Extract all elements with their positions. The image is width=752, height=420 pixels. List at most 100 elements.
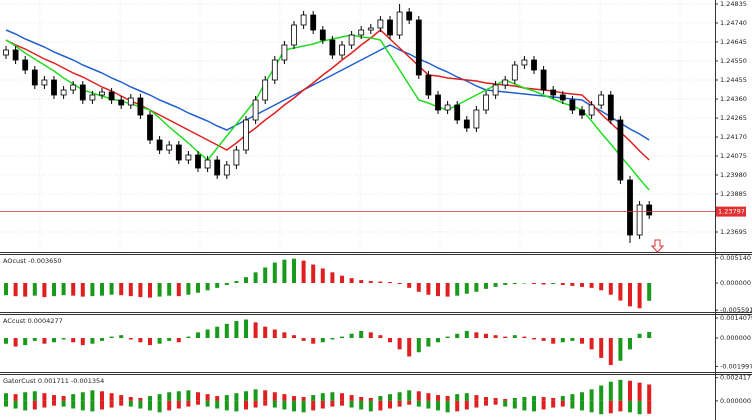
gator-bar bbox=[397, 392, 402, 401]
gator-bar bbox=[493, 400, 498, 405]
histogram-bar bbox=[71, 283, 76, 296]
y-tick-label: 1.23980 bbox=[720, 171, 747, 179]
histogram-bar bbox=[90, 283, 95, 297]
gator-bar bbox=[647, 384, 652, 401]
histogram-bar bbox=[224, 283, 229, 285]
histogram-bar bbox=[282, 259, 287, 284]
y-tick-label: 0.000000 bbox=[720, 334, 751, 342]
histogram-bar bbox=[637, 283, 642, 309]
candle-body bbox=[387, 19, 393, 36]
y-tick-label: 1.24740 bbox=[720, 19, 747, 27]
gator-bar bbox=[119, 395, 124, 401]
gator-bar bbox=[503, 398, 508, 401]
histogram-bar bbox=[263, 326, 268, 339]
candle-body bbox=[195, 154, 201, 169]
gator-bar bbox=[512, 400, 517, 409]
gator-bar bbox=[426, 393, 431, 401]
gator-bar bbox=[100, 391, 104, 401]
y-tick-label: 1.24170 bbox=[720, 133, 747, 141]
gator-bar bbox=[378, 400, 383, 411]
histogram-bar bbox=[512, 335, 517, 339]
candle-body bbox=[291, 24, 297, 46]
histogram-bar bbox=[426, 338, 431, 347]
gator-bar bbox=[378, 396, 383, 401]
candle-body bbox=[511, 64, 518, 81]
candle-body bbox=[492, 84, 499, 96]
gator-bar bbox=[292, 396, 296, 401]
gator-bar bbox=[484, 400, 488, 406]
histogram-bar bbox=[368, 332, 373, 339]
histogram-bar bbox=[138, 338, 143, 343]
gator-bar bbox=[503, 400, 508, 407]
histogram-bar bbox=[90, 338, 95, 344]
gator-bar bbox=[52, 395, 56, 401]
histogram-bar bbox=[224, 323, 229, 339]
histogram-bar bbox=[61, 338, 66, 340]
gator-bar bbox=[349, 400, 354, 408]
gator-bar bbox=[52, 400, 56, 406]
gator-bar bbox=[512, 397, 517, 401]
candle-body bbox=[252, 99, 259, 121]
gator-bar bbox=[186, 400, 191, 407]
histogram-bar bbox=[455, 333, 460, 339]
candle-body bbox=[204, 159, 211, 169]
y-tick-label: 1.24075 bbox=[720, 152, 747, 160]
gator-bar bbox=[100, 400, 104, 410]
histogram-bar bbox=[292, 335, 296, 339]
gator-bar bbox=[445, 400, 450, 413]
histogram-bar bbox=[464, 283, 469, 294]
candle-body bbox=[12, 49, 19, 61]
gator-bar bbox=[628, 400, 632, 413]
histogram-bar bbox=[455, 283, 460, 296]
gator-bar bbox=[628, 380, 632, 401]
gator-bar bbox=[570, 394, 575, 401]
histogram-bar bbox=[493, 283, 498, 287]
histogram-bar bbox=[128, 338, 133, 340]
gator-bar bbox=[522, 397, 527, 401]
gator-bar bbox=[157, 394, 162, 401]
histogram-bar bbox=[560, 338, 565, 343]
histogram-bar bbox=[4, 283, 8, 296]
gator-bar bbox=[272, 400, 277, 408]
sell-arrow bbox=[650, 239, 665, 253]
gator-bar bbox=[42, 393, 47, 401]
y-tick-label: 1.24550 bbox=[720, 57, 747, 65]
candle-body bbox=[636, 204, 643, 236]
histogram-bar bbox=[349, 333, 354, 339]
histogram-bar bbox=[484, 283, 488, 289]
histogram-bar bbox=[32, 338, 37, 341]
histogram-bar bbox=[301, 338, 306, 341]
gator-bar bbox=[301, 397, 306, 401]
candle-body bbox=[89, 94, 96, 101]
histogram-bar bbox=[340, 336, 344, 339]
histogram-bar bbox=[388, 282, 392, 284]
candle-body bbox=[627, 179, 633, 236]
candle-body bbox=[137, 97, 144, 116]
gator-bar bbox=[234, 400, 239, 412]
gator-bar bbox=[580, 392, 584, 401]
candle-body bbox=[262, 79, 269, 101]
candle-body bbox=[444, 104, 451, 111]
candle-body bbox=[147, 114, 153, 141]
gator-bar bbox=[484, 397, 488, 401]
gator-bar bbox=[244, 391, 248, 401]
candle-body bbox=[329, 39, 336, 56]
histogram-bar bbox=[340, 275, 344, 284]
gator-bar bbox=[388, 400, 392, 409]
histogram-bar bbox=[13, 338, 18, 347]
candle-body bbox=[339, 44, 345, 56]
histogram-bar bbox=[4, 338, 8, 344]
gator-bar bbox=[407, 400, 412, 405]
histogram-bar bbox=[138, 283, 143, 298]
gator-bar bbox=[320, 393, 325, 401]
gator-bar bbox=[474, 395, 479, 401]
y-tick-label: 0.005140 bbox=[720, 254, 751, 262]
histogram-bar bbox=[109, 283, 114, 295]
candle-body bbox=[607, 94, 614, 121]
histogram-bar bbox=[186, 283, 191, 295]
gator-bar bbox=[61, 400, 66, 407]
histogram-bar bbox=[119, 283, 124, 296]
gator-bar bbox=[608, 400, 613, 414]
gator-bar bbox=[176, 400, 181, 409]
